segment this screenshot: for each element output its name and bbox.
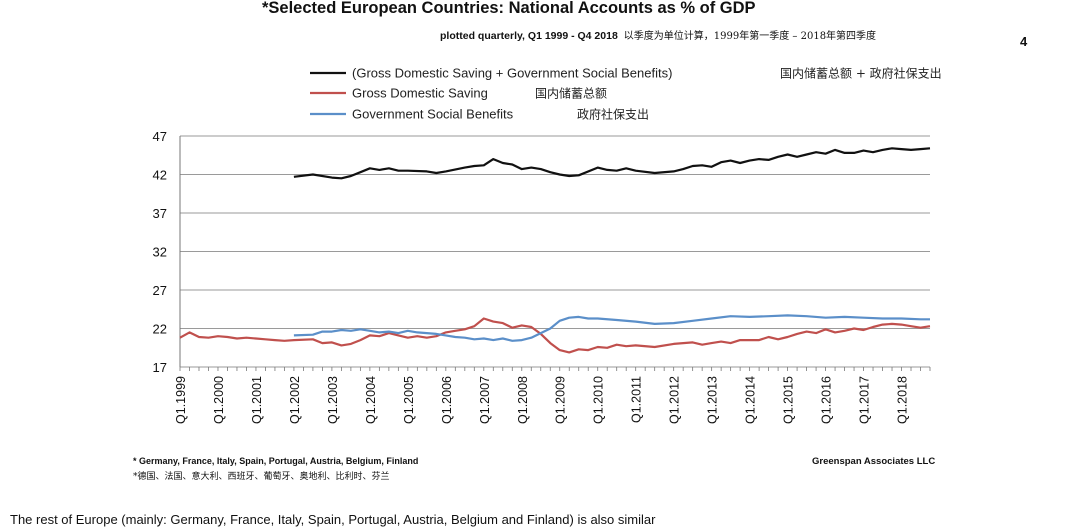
x-axis: Q1.1999 Q1.2000 Q1.2001 Q1.2002 Q1.2003 Q1.20… xyxy=(174,367,931,424)
footnote-chinese: *德国、法国、意大利、西班牙、葡萄牙、奥地利、比利时、芬兰 xyxy=(133,472,390,482)
x-tick-label: Q1.2008 xyxy=(516,376,530,424)
y-tick-label: 27 xyxy=(153,283,167,298)
x-tick-label: Q1.2014 xyxy=(744,376,758,424)
page-number: 4 xyxy=(1020,34,1028,49)
x-tick-label: Q1.2007 xyxy=(478,376,492,424)
legend: (Gross Domestic Saving + Government Soci… xyxy=(310,66,942,122)
legend-item-total-label: (Gross Domestic Saving + Government Soci… xyxy=(352,66,672,81)
source-credit: Greenspan Associates LLC xyxy=(812,456,936,467)
subtitle-english: plotted quarterly, Q1 1999 - Q4 2018 xyxy=(440,30,618,42)
x-tick-label: Q1.2002 xyxy=(288,376,302,424)
x-tick-label: Q1.2003 xyxy=(326,376,340,424)
slide-caption: The rest of Europe (mainly: Germany, Fra… xyxy=(10,512,656,527)
x-tick-label: Q1.2009 xyxy=(554,376,568,424)
chart-title: *Selected European Countries: National A… xyxy=(262,0,756,17)
x-tick-label: Q1.2010 xyxy=(592,376,606,424)
y-tick-label: 42 xyxy=(153,168,167,183)
x-tick-label: Q1.2006 xyxy=(440,376,454,424)
x-tick-label: Q1.2013 xyxy=(706,376,720,424)
x-tick-label: Q1.2011 xyxy=(630,376,644,423)
chart-subtitle: plotted quarterly, Q1 1999 - Q4 2018 以季度为… xyxy=(440,27,876,42)
y-tick-label: 22 xyxy=(153,322,167,337)
x-tick-label: Q1.2017 xyxy=(858,376,872,424)
subtitle-chinese: 以季度为单位计算，1999年第一季度 – 2018年第四季度 xyxy=(623,31,877,42)
x-tick-label: Q1.2018 xyxy=(896,376,910,424)
y-tick-label: 47 xyxy=(153,129,167,144)
x-tick-label: Q1.2001 xyxy=(250,376,264,424)
series-line-3 xyxy=(293,314,930,342)
y-tick-label: 32 xyxy=(153,245,167,260)
series-line-2 xyxy=(179,317,931,354)
x-tick-label: Q1.2005 xyxy=(402,376,416,424)
legend-item-saving-label-zh: 国内储蓄总额 xyxy=(535,86,607,101)
x-tick-label: Q1.2012 xyxy=(668,376,682,424)
y-tick-label: 17 xyxy=(153,360,167,375)
x-tick-label: Q1.2016 xyxy=(820,376,834,424)
x-tick-label: Q1.2015 xyxy=(782,376,796,424)
y-axis: 47 42 37 32 27 22 17 xyxy=(153,129,181,375)
legend-item-benefits-label-zh: 政府社保支出 xyxy=(577,107,649,122)
legend-item-benefits-label: Government Social Benefits xyxy=(352,107,514,122)
x-tick-label: Q1.2004 xyxy=(364,376,378,424)
x-tick-label: Q1.2000 xyxy=(212,376,226,424)
x-tick-label: Q1.1999 xyxy=(174,376,188,424)
series-lines xyxy=(179,147,931,354)
legend-item-saving-label: Gross Domestic Saving xyxy=(352,86,488,101)
series-line-1 xyxy=(293,147,931,180)
y-tick-label: 37 xyxy=(153,206,167,221)
legend-item-total-label-zh: 国内储蓄总额 + 政府社保支出 xyxy=(780,66,942,81)
footnote-english: * Germany, France, Italy, Spain, Portuga… xyxy=(133,456,419,466)
